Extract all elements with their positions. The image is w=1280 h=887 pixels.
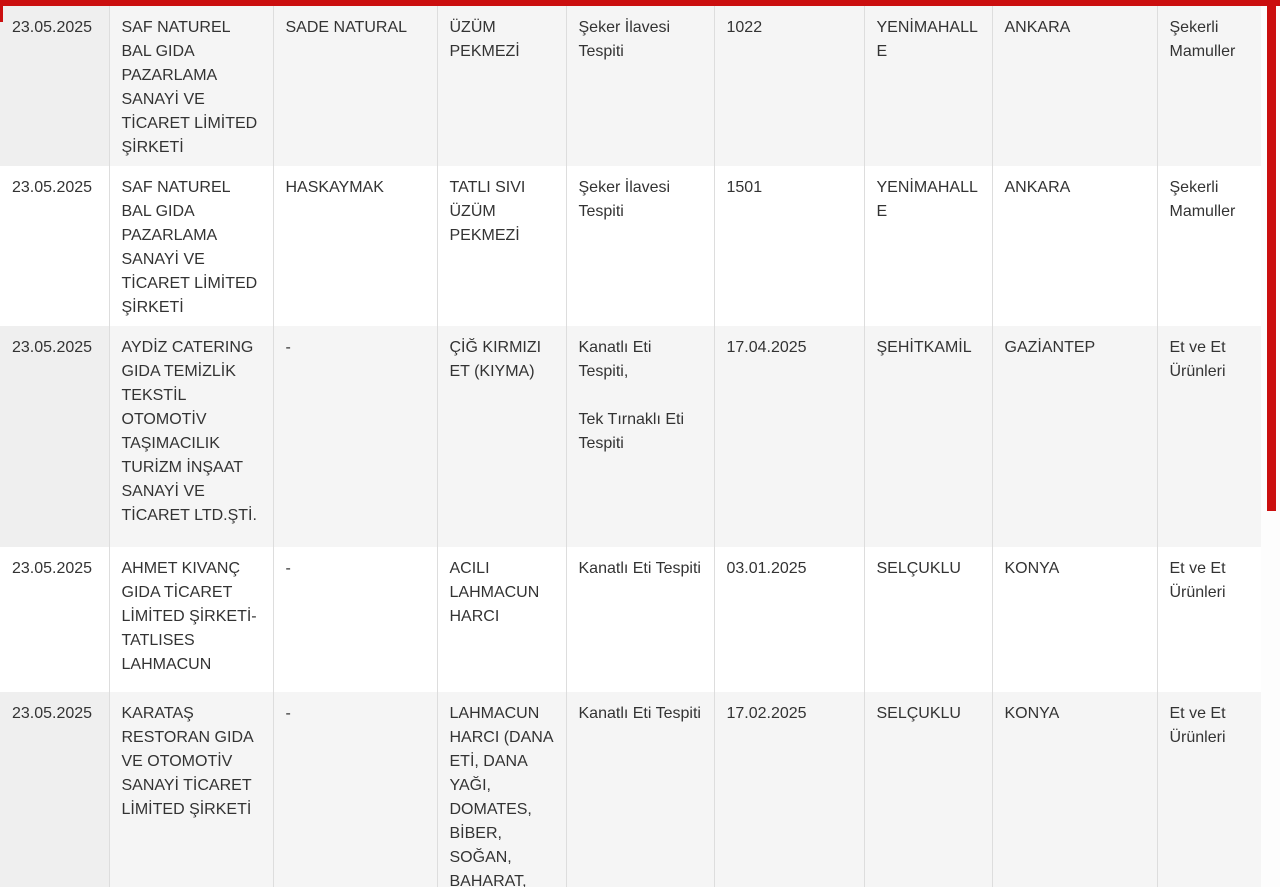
cell-brand: - — [273, 547, 438, 692]
cell-date: 23.05.2025 — [0, 166, 110, 326]
cell-date: 23.05.2025 — [0, 692, 110, 887]
cell-batch: 1022 — [714, 6, 865, 166]
table-row: 23.05.2025 AHMET KIVANÇ GIDA TİCARET LİM… — [0, 547, 1262, 692]
cell-batch: 03.01.2025 — [714, 547, 865, 692]
cell-district: SELÇUKLU — [864, 547, 993, 692]
cell-district: YENİMAHALLE — [864, 166, 993, 326]
cell-province: ANKARA — [992, 6, 1158, 166]
table-row: 23.05.2025 SAF NATUREL BAL GIDA PAZARLAM… — [0, 166, 1262, 326]
cell-category: Şekerli Mamuller — [1157, 166, 1262, 326]
cell-district: SELÇUKLU — [864, 692, 993, 887]
vertical-scrollbar-thumb[interactable] — [1267, 6, 1276, 511]
cell-product: ÇİĞ KIRMIZI ET (KIYMA) — [437, 326, 567, 547]
cell-brand: SADE NATURAL — [273, 6, 438, 166]
cell-finding: Kanatlı Eti Tespiti — [566, 692, 715, 887]
cell-company: SAF NATUREL BAL GIDA PAZARLAMA SANAYİ VE… — [109, 166, 274, 326]
table-row: 23.05.2025 KARATAŞ RESTORAN GIDA VE OTOM… — [0, 692, 1262, 887]
cell-finding: Şeker İlavesi Tespiti — [566, 6, 715, 166]
cell-brand: - — [273, 692, 438, 887]
cell-brand: HASKAYMAK — [273, 166, 438, 326]
cell-finding: Şeker İlavesi Tespiti — [566, 166, 715, 326]
cell-company: SAF NATUREL BAL GIDA PAZARLAMA SANAYİ VE… — [109, 6, 274, 166]
cell-product: LAHMACUN HARCI (DANA ETİ, DANA YAĞI, DOM… — [437, 692, 567, 887]
cell-category: Et ve Et Ürünleri — [1157, 692, 1262, 887]
cell-finding: Kanatlı Eti Tespiti — [566, 547, 715, 692]
red-left-notch — [0, 0, 3, 22]
cell-province: KONYA — [992, 547, 1158, 692]
cell-batch: 1501 — [714, 166, 865, 326]
cell-product: TATLI SIVI ÜZÜM PEKMEZİ — [437, 166, 567, 326]
cell-category: Et ve Et Ürünleri — [1157, 326, 1262, 547]
cell-province: GAZİANTEP — [992, 326, 1158, 547]
cell-province: ANKARA — [992, 166, 1158, 326]
cell-company: AYDİZ CATERING GIDA TEMİZLİK TEKSTİL OTO… — [109, 326, 274, 547]
table-row: 23.05.2025 SAF NATUREL BAL GIDA PAZARLAM… — [0, 6, 1262, 166]
cell-company: KARATAŞ RESTORAN GIDA VE OTOMOTİV SANAYİ… — [109, 692, 274, 887]
cell-category: Et ve Et Ürünleri — [1157, 547, 1262, 692]
vertical-scrollbar-track[interactable] — [1261, 6, 1280, 887]
cell-date: 23.05.2025 — [0, 547, 110, 692]
cell-category: Şekerli Mamuller — [1157, 6, 1262, 166]
cell-province: KONYA — [992, 692, 1158, 887]
cell-batch: 17.02.2025 — [714, 692, 865, 887]
cell-company: AHMET KIVANÇ GIDA TİCARET LİMİTED ŞİRKET… — [109, 547, 274, 692]
cell-date: 23.05.2025 — [0, 6, 110, 166]
violations-table: 23.05.2025 SAF NATUREL BAL GIDA PAZARLAM… — [0, 6, 1262, 887]
cell-district: ŞEHİTKAMİL — [864, 326, 993, 547]
cell-product: ÜZÜM PEKMEZİ — [437, 6, 567, 166]
cell-date: 23.05.2025 — [0, 326, 110, 547]
cell-product: ACILI LAHMACUN HARCI — [437, 547, 567, 692]
cell-district: YENİMAHALLE — [864, 6, 993, 166]
table-row: 23.05.2025 AYDİZ CATERING GIDA TEMİZLİK … — [0, 326, 1262, 547]
cell-brand: - — [273, 326, 438, 547]
cell-finding: Kanatlı Eti Tespiti, Tek Tırnaklı Eti Te… — [566, 326, 715, 547]
red-top-border — [0, 0, 1280, 6]
cell-batch: 17.04.2025 — [714, 326, 865, 547]
